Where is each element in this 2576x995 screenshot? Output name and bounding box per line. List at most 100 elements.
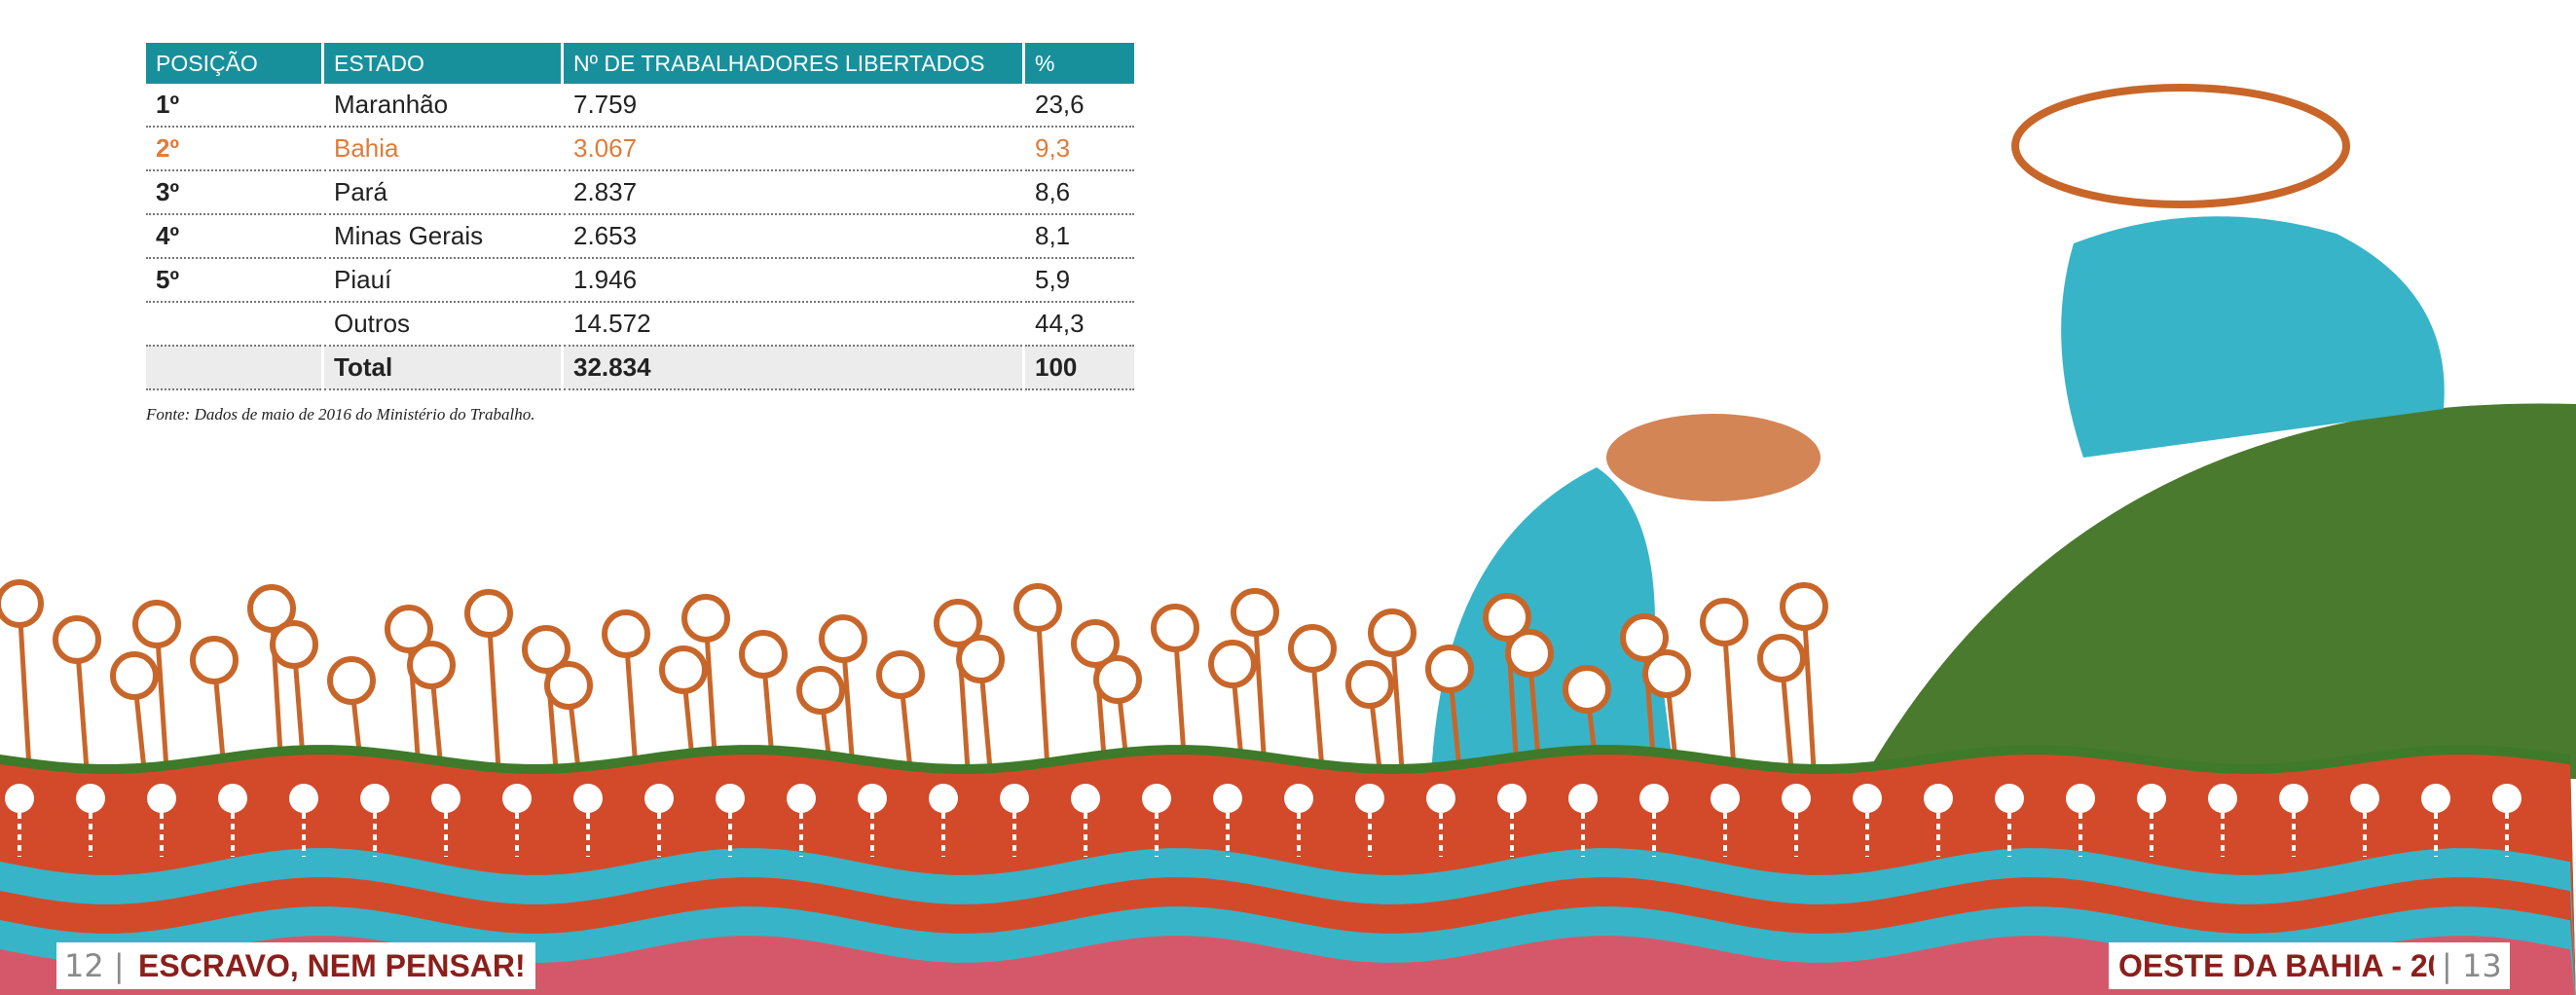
cotton <box>1508 632 1551 675</box>
table-cell: Bahia <box>323 127 563 170</box>
cotton <box>467 592 510 635</box>
cotton <box>879 653 922 696</box>
cotton <box>822 617 865 660</box>
cotton-icon <box>1355 784 1384 813</box>
table-cell: 23,6 <box>1024 84 1136 127</box>
cotton-icon <box>1782 784 1811 813</box>
table-cell: 2.653 <box>563 214 1024 258</box>
cotton-icon <box>2421 784 2450 813</box>
cotton <box>742 633 785 676</box>
header-cell: Nº DE TRABALHADORES LIBERTADOS <box>563 43 1024 84</box>
cotton <box>799 669 842 712</box>
cotton-icon <box>1568 784 1598 813</box>
table-cell: 2º <box>146 127 323 170</box>
cotton <box>135 603 178 645</box>
cotton-icon <box>1142 784 1171 813</box>
cotton-icon <box>5 784 34 813</box>
hat <box>2015 88 2346 204</box>
cotton-icon <box>644 784 674 813</box>
table-cell: 14.572 <box>563 302 1024 346</box>
table-cell: Piauí <box>323 258 563 302</box>
cotton-icon <box>289 784 318 813</box>
cotton <box>1233 591 1276 634</box>
cotton-icon <box>1284 784 1313 813</box>
header-row: POSIÇÃO ESTADO Nº DE TRABALHADORES LIBER… <box>146 43 1136 84</box>
cotton-icon <box>929 784 958 813</box>
cotton <box>1703 601 1746 644</box>
cotton <box>113 654 156 697</box>
cotton <box>1760 637 1803 680</box>
cotton <box>684 597 727 640</box>
cotton-icon <box>218 784 247 813</box>
table-cell: 7.759 <box>563 84 1024 127</box>
cotton <box>1645 652 1688 695</box>
table-cell: Total <box>323 346 563 389</box>
table-cell <box>146 346 323 389</box>
cotton <box>605 612 647 655</box>
cotton <box>1016 586 1059 629</box>
cotton <box>0 582 41 625</box>
table-cell: 1º <box>146 84 323 127</box>
cotton <box>1211 643 1254 685</box>
table-cell: 3º <box>146 170 323 214</box>
cotton-icon <box>2208 784 2237 813</box>
table-cell: 2.837 <box>563 170 1024 214</box>
footer-title: ESCRAVO, NEM PENSAR! <box>129 942 535 989</box>
hat <box>1606 414 1821 501</box>
table-cell: 32.834 <box>563 346 1024 389</box>
page-number: | 13 <box>2434 942 2510 989</box>
cotton <box>193 639 236 682</box>
cotton-icon <box>1711 784 1740 813</box>
table-cell: 1.946 <box>563 258 1024 302</box>
cotton <box>1565 668 1608 711</box>
cotton <box>55 618 98 661</box>
table-cell: Maranhão <box>323 84 563 127</box>
cotton-icon <box>1000 784 1029 813</box>
cotton-icon <box>1924 784 1953 813</box>
table-cell: Minas Gerais <box>323 214 563 258</box>
cotton-icon <box>787 784 816 813</box>
page: POSIÇÃO ESTADO Nº DE TRABALHADORES LIBER… <box>0 0 2576 995</box>
cotton-icon <box>360 784 389 813</box>
cotton <box>273 623 315 666</box>
cotton-icon <box>147 784 176 813</box>
cotton-icon <box>502 784 532 813</box>
source-note: Fonte: Dados de maio de 2016 do Ministér… <box>146 405 534 424</box>
cotton-icon <box>1639 784 1669 813</box>
cotton-icon <box>1497 784 1527 813</box>
table-cell: 44,3 <box>1024 302 1136 346</box>
ranking-table: POSIÇÃO ESTADO Nº DE TRABALHADORES LIBER… <box>146 43 1137 390</box>
cotton <box>662 648 705 691</box>
cotton-icon <box>716 784 745 813</box>
footer-title: OESTE DA BAHIA - 2017 <box>2109 942 2489 989</box>
cotton <box>1371 611 1414 654</box>
table-cell: Outros <box>323 302 563 346</box>
table-cell: 3.067 <box>563 127 1024 170</box>
cotton-icon <box>2350 784 2379 813</box>
cotton <box>547 664 590 707</box>
page-number: 12 | <box>56 942 132 989</box>
stem <box>19 604 29 769</box>
cotton <box>1291 627 1334 670</box>
table-cell: 5,9 <box>1024 258 1136 302</box>
page-number-text: 13 <box>2462 947 2502 984</box>
cotton-icon <box>573 784 603 813</box>
page-number-text: 12 <box>64 947 104 984</box>
table-cell: 9,3 <box>1024 127 1136 170</box>
table-row: Total32.834100 <box>146 346 1136 389</box>
cotton <box>1783 585 1825 628</box>
cotton-icon <box>431 784 460 813</box>
cotton <box>1096 658 1139 701</box>
cotton-icon <box>2066 784 2095 813</box>
header-cell: % <box>1024 43 1136 84</box>
cotton-icon <box>2492 784 2521 813</box>
cotton-icon <box>1213 784 1242 813</box>
header-cell: ESTADO <box>323 43 563 84</box>
cotton-icon <box>1426 784 1455 813</box>
cotton-icon <box>1071 784 1100 813</box>
